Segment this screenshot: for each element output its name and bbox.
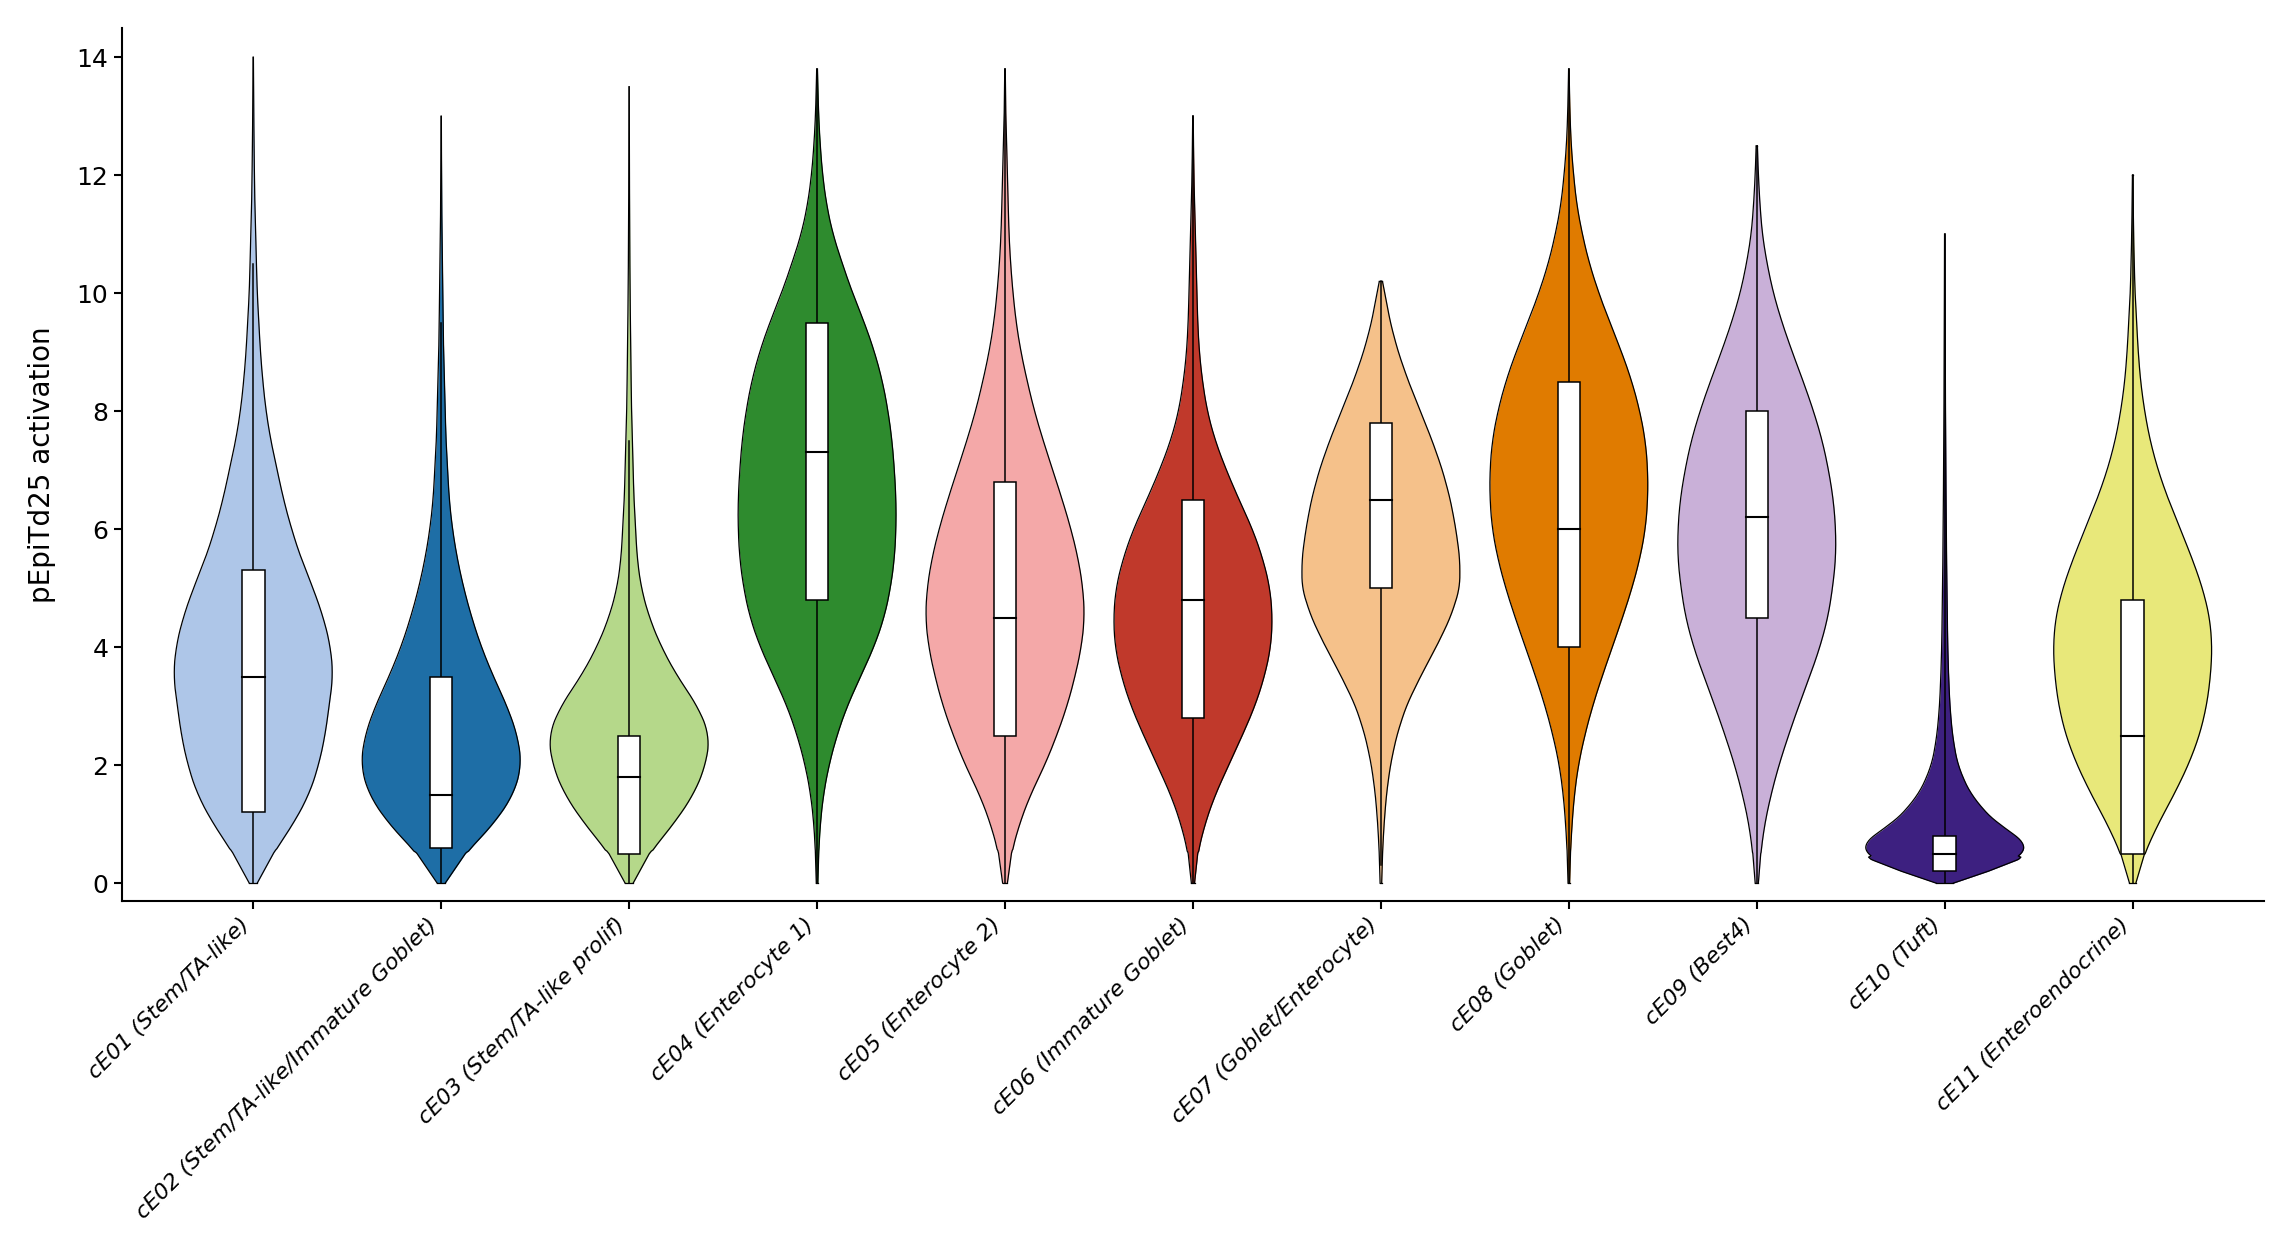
Bar (1371, 422, 1391, 589)
Bar (1747, 411, 1767, 618)
Bar (1559, 381, 1579, 648)
Bar (995, 482, 1015, 736)
Y-axis label: pEpiTd25 activation: pEpiTd25 activation (28, 326, 55, 602)
Bar (1183, 500, 1203, 717)
Bar (807, 322, 827, 600)
Bar (619, 736, 639, 854)
Bar (2122, 600, 2143, 854)
Bar (1934, 836, 1955, 871)
Bar (431, 676, 452, 848)
Bar (243, 570, 264, 812)
